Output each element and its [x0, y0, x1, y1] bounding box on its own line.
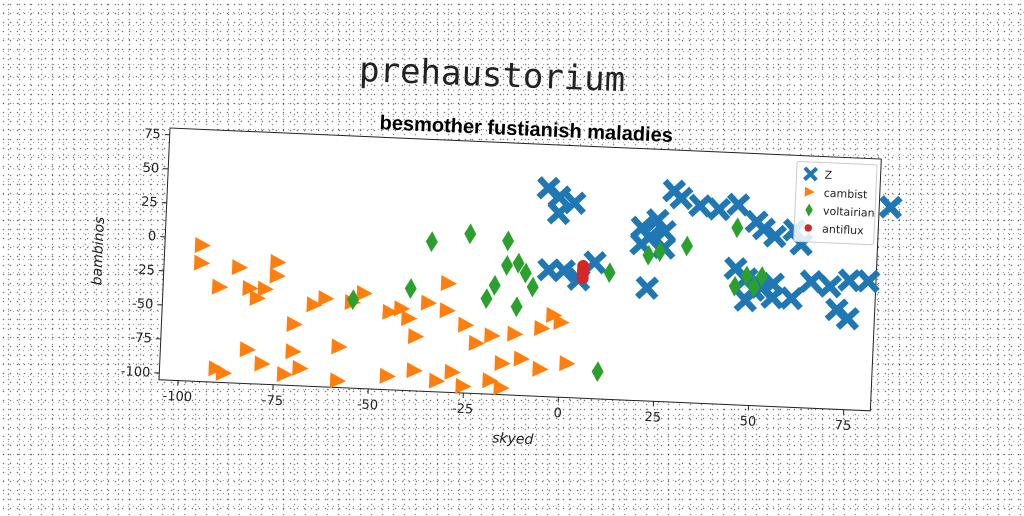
y-tick-label: 75 — [144, 127, 161, 143]
x-tick-label: -100 — [162, 389, 192, 405]
y-tick-label: 0 — [148, 229, 157, 244]
x-tick-label: 0 — [553, 406, 562, 421]
plot-group: besmother fustianish maladies -100-75-50… — [83, 100, 901, 464]
x-tick-label: 50 — [739, 414, 756, 430]
legend-label: antiflux — [822, 223, 865, 238]
x-tick-label: 25 — [644, 410, 661, 426]
x-tick-label: 75 — [834, 418, 851, 434]
x-axis-label: skyed — [492, 430, 534, 448]
y-tick-label: -50 — [132, 297, 154, 313]
x-tick-label: -50 — [357, 397, 379, 413]
data-point-series-0 — [883, 200, 898, 215]
y-tick-label: 50 — [142, 161, 159, 177]
x-tick-label: -25 — [452, 402, 474, 418]
y-axis-label: bambinos — [89, 216, 108, 285]
y-tick-label: -25 — [133, 263, 155, 279]
x-tick-label: -75 — [261, 393, 283, 409]
legend-label: Z — [824, 169, 833, 182]
legend-label: voltairian — [823, 205, 875, 220]
y-tick-label: -75 — [130, 331, 152, 347]
y-tick-label: -100 — [120, 364, 150, 380]
y-tick-label: 25 — [141, 195, 158, 211]
legend-label: cambist — [824, 187, 869, 202]
